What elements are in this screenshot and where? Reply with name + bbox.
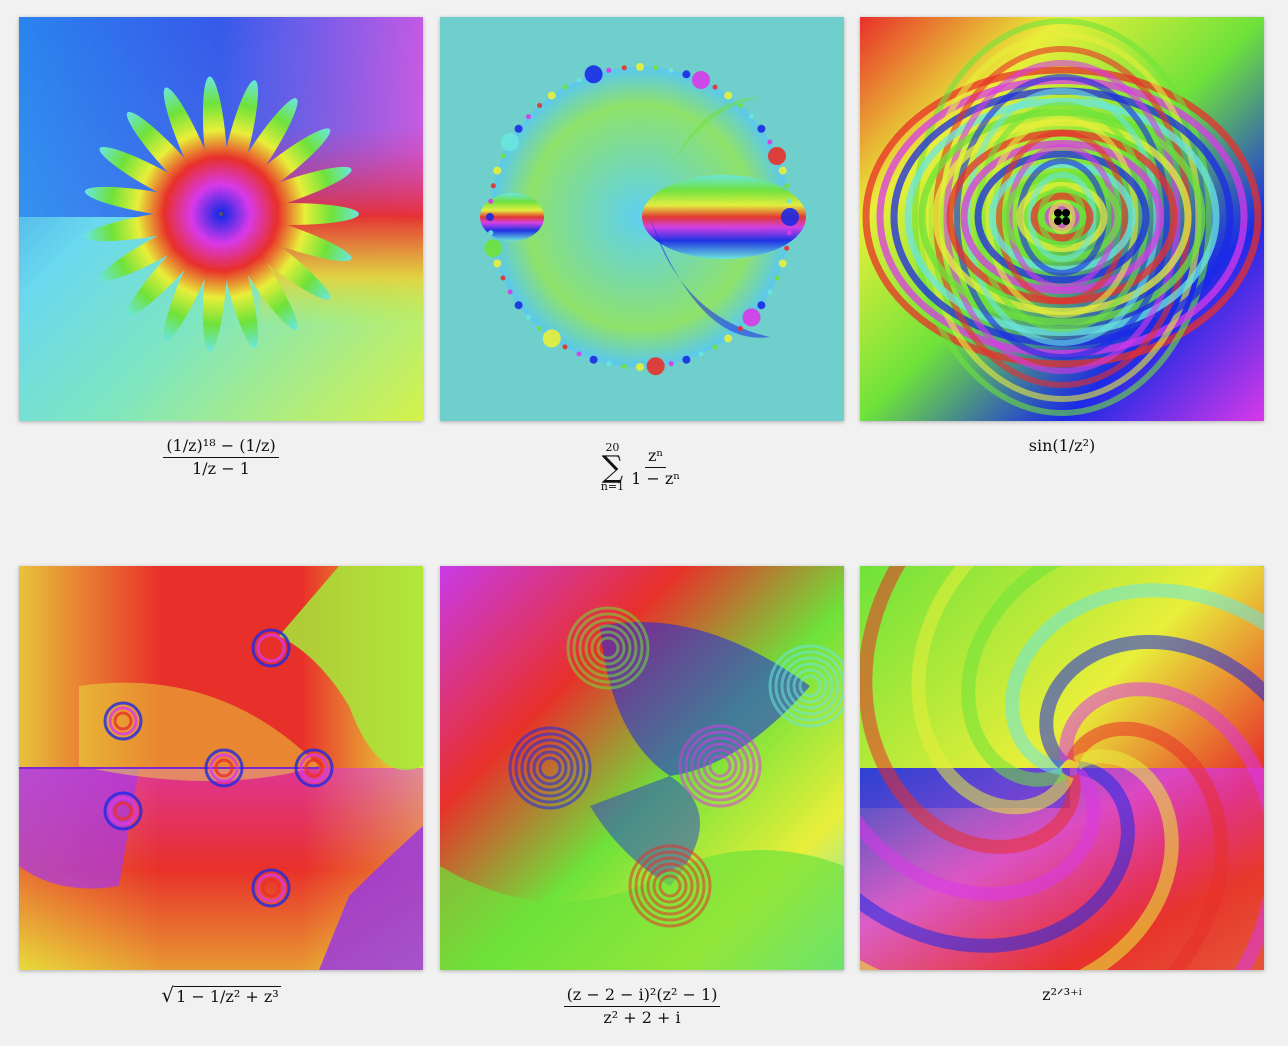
plot-tile-6: z²ᐟ³⁺ⁱ [860, 566, 1264, 1004]
sum-lower-limit: n=1 [600, 479, 625, 493]
caption-4: √ 1 − 1/z² + z³ [19, 983, 423, 1007]
plot-tile-4: √ 1 − 1/z² + z³ [19, 566, 423, 1006]
sum-upper-limit: 20 [605, 441, 620, 454]
domain-coloring-plot-1 [19, 17, 423, 421]
formula: sin(1/z²) [1028, 436, 1096, 455]
denominator: 1 − zⁿ [631, 469, 681, 489]
domain-coloring-plot-4 [19, 566, 423, 970]
caption-5: (z − 2 − i)²(z² − 1) z² + 2 + i [440, 985, 844, 1028]
square-root: √ 1 − 1/z² + z³ [161, 983, 281, 1007]
formula: z²ᐟ³⁺ⁱ [1042, 985, 1082, 1004]
plot-tile-1: (1/z)¹⁸ − (1/z) 1/z − 1 [19, 17, 423, 479]
domain-coloring-plot-6 [860, 566, 1264, 970]
plot-tile-3: sin(1/z²) [860, 17, 1264, 455]
numerator: (z − 2 − i)²(z² − 1) [563, 985, 721, 1008]
plot-tile-2: 20 ∑ n=1 zⁿ 1 − zⁿ [440, 17, 844, 493]
caption-2: 20 ∑ n=1 zⁿ 1 − zⁿ [440, 437, 844, 493]
numerator: (1/z)¹⁸ − (1/z) [163, 436, 279, 459]
domain-coloring-plot-3 [860, 17, 1264, 421]
radicand: 1 − 1/z² + z³ [174, 986, 281, 1006]
fraction: zⁿ 1 − zⁿ [628, 446, 683, 489]
summation: 20 ∑ n=1 zⁿ 1 − zⁿ [600, 441, 683, 493]
denominator: 1/z − 1 [192, 459, 250, 479]
caption-3: sin(1/z²) [860, 436, 1264, 455]
sigma-operator: 20 ∑ n=1 [600, 441, 625, 493]
radical-sign: √ [161, 983, 175, 1007]
caption-6: z²ᐟ³⁺ⁱ [860, 985, 1264, 1004]
fraction: (z − 2 − i)²(z² − 1) z² + 2 + i [563, 985, 721, 1028]
fraction: (1/z)¹⁸ − (1/z) 1/z − 1 [163, 436, 279, 479]
plot-tile-5: (z − 2 − i)²(z² − 1) z² + 2 + i [440, 566, 844, 1028]
denominator: z² + 2 + i [603, 1008, 681, 1028]
numerator: zⁿ [644, 446, 667, 469]
caption-1: (1/z)¹⁸ − (1/z) 1/z − 1 [19, 436, 423, 479]
domain-coloring-plot-5 [440, 566, 844, 970]
domain-coloring-plot-2 [440, 17, 844, 421]
sigma-symbol: ∑ [601, 449, 624, 485]
